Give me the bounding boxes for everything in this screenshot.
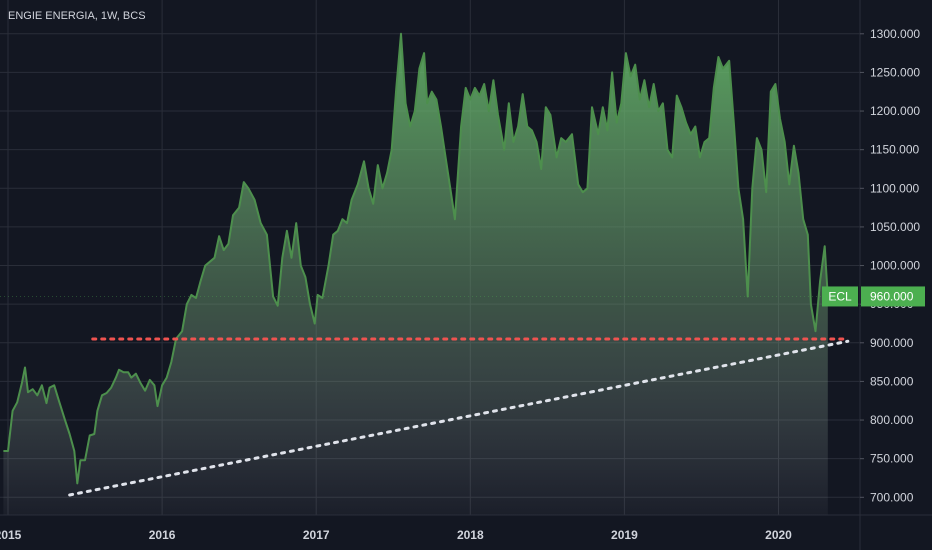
chart-title: ENGIE ENERGIA, 1W, BCS — [8, 10, 146, 22]
price-tick-label: 1100.000 — [870, 181, 919, 195]
time-tick-label: 2015 — [0, 528, 22, 542]
time-tick-label: 2017 — [303, 528, 330, 542]
price-tick-label: 900.000 — [870, 336, 914, 350]
price-area — [3, 33, 828, 515]
price-tick-label: 1050.000 — [870, 220, 920, 234]
time-tick-label: 2020 — [765, 528, 792, 542]
last-price-badge: ECL 960.000 — [0, 286, 925, 307]
price-tick-label: 750.000 — [870, 452, 914, 466]
time-axis: 2015 2016 2017 2018 2019 2020 — [0, 528, 792, 542]
price-tick-label: 700.000 — [870, 490, 914, 504]
price-line — [3, 32, 829, 485]
symbol-tag-label: ECL — [828, 289, 852, 303]
price-tick-label: 800.000 — [870, 413, 914, 427]
price-axis: 700.000750.000800.000850.000900.000950.0… — [860, 27, 920, 504]
price-tick-label: 1250.000 — [870, 65, 920, 79]
annotations — [68, 337, 850, 497]
price-tick-label: 1300.000 — [870, 27, 920, 41]
price-tick-label: 850.000 — [870, 374, 914, 388]
symbol-tag — [822, 286, 858, 307]
price-tick-label: 1150.000 — [870, 143, 919, 157]
last-price-tag — [861, 286, 925, 307]
price-tick-label: 1000.000 — [870, 259, 920, 273]
time-tick-label: 2016 — [149, 528, 176, 542]
time-tick-label: 2019 — [611, 528, 638, 542]
price-tick-label: 1200.000 — [870, 104, 920, 118]
trend-line[interactable] — [68, 339, 850, 497]
last-price-value: 960.000 — [870, 289, 914, 303]
series — [3, 32, 829, 515]
time-tick-label: 2018 — [457, 528, 484, 542]
